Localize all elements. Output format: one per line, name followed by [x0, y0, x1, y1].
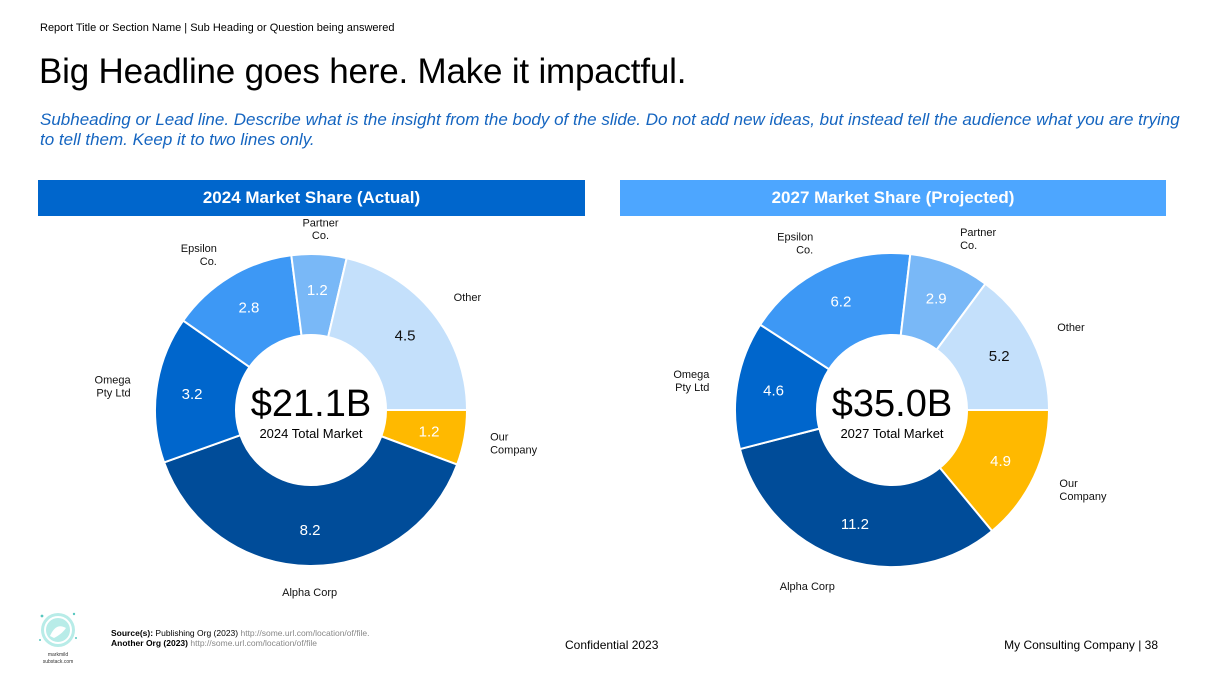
slice-category-label: Other — [1057, 322, 1085, 334]
donut-slice — [935, 282, 1051, 411]
slice-value-label: 3.2 — [182, 386, 203, 403]
chart-title-2027: 2027 Market Share (Projected) — [620, 180, 1166, 216]
slice-category-label: Our Company — [1059, 478, 1107, 503]
chart-title-2024: 2024 Market Share (Actual) — [38, 180, 585, 216]
breadcrumb: Report Title or Section Name | Sub Headi… — [40, 22, 395, 34]
slice-category-label: Other — [454, 292, 482, 304]
slice-value-label: 6.2 — [830, 293, 851, 310]
slice-value-label: 4.9 — [990, 453, 1011, 470]
company-page-number: My Consulting Company | 38 — [1004, 638, 1158, 652]
donut-slice — [162, 433, 459, 567]
total-market-value: $35.0B — [832, 383, 952, 425]
slice-category-label: Partner Co. — [302, 217, 338, 242]
slice-category-label: Partner Co. — [960, 227, 996, 252]
source-link[interactable]: http://some.url.com/location/of/file. — [240, 628, 370, 638]
slice-category-label: Alpha Corp — [780, 581, 835, 593]
svg-text:markmild: markmild — [48, 652, 68, 658]
slice-value-label: 4.5 — [395, 327, 416, 344]
slice-value-label: 2.8 — [239, 299, 260, 316]
slice-category-label: Epsilon Co. — [181, 243, 217, 268]
total-market-label: 2027 Total Market — [840, 426, 943, 441]
donut-slice — [758, 252, 912, 371]
svg-text:substack.com: substack.com — [43, 659, 74, 665]
slice-category-label: Omega Pty Ltd — [95, 375, 132, 400]
slice-value-label: 1.2 — [307, 282, 328, 299]
slice-value-label: 1.2 — [419, 423, 440, 440]
slice-value-label: 8.2 — [300, 522, 321, 539]
confidential-label: Confidential 2023 — [565, 638, 659, 652]
page-title: Big Headline goes here. Make it impactfu… — [39, 52, 687, 91]
source-link[interactable]: http://some.url.com/location/of/file — [190, 638, 317, 648]
total-market-value: $21.1B — [251, 383, 371, 425]
slice-category-label: Epsilon Co. — [777, 232, 813, 257]
slice-value-label: 4.6 — [763, 383, 784, 400]
slice-value-label: 2.9 — [926, 290, 947, 307]
slice-category-label: Omega Pty Ltd — [673, 369, 710, 394]
slice-value-label: 5.2 — [989, 348, 1010, 365]
donut-slice — [326, 256, 469, 411]
logo-icon: markmild substack.com — [39, 612, 77, 665]
slice-category-label: Our Company — [490, 431, 538, 456]
donut-charts: 1.2 Our Company 8.2 Alpha Corp 3.2 Omega Pty Lt… — [95, 217, 1107, 599]
sources: Source(s): Publishing Org (2023) http://… — [111, 628, 369, 648]
sources-label: Source(s): — [111, 628, 154, 638]
source-org: Publishing Org (2023) — [155, 628, 239, 638]
slice-value-label: 11.2 — [841, 516, 869, 533]
donut-slice — [738, 427, 994, 568]
total-market-label: 2024 Total Market — [259, 426, 362, 441]
lead-line: Subheading or Lead line. Describe what i… — [40, 110, 1180, 149]
slice-category-label: Alpha Corp — [282, 587, 337, 599]
source-org: Another Org (2023) — [111, 638, 188, 648]
donut-slice — [154, 319, 251, 464]
